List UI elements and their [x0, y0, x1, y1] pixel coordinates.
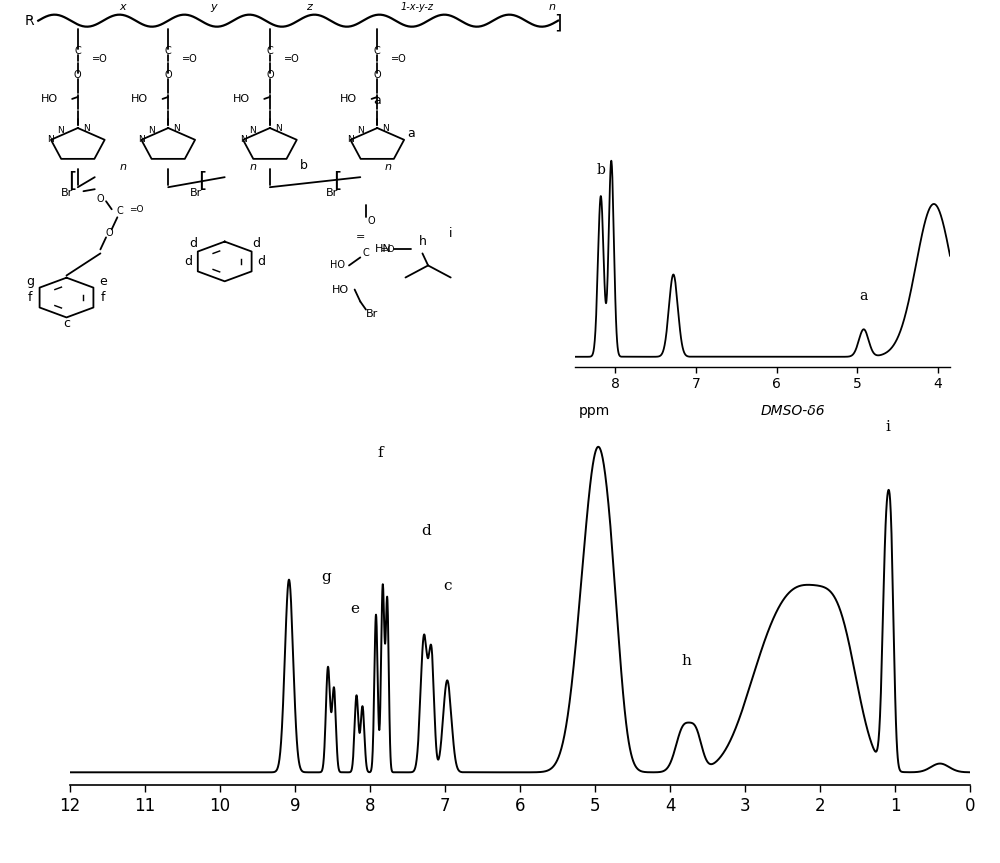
Text: N: N	[347, 135, 354, 143]
Text: O: O	[164, 70, 172, 80]
Text: N: N	[57, 125, 64, 135]
Text: z: z	[307, 2, 312, 11]
Text: N: N	[240, 135, 246, 143]
Text: O: O	[74, 70, 82, 80]
Text: C: C	[74, 46, 81, 56]
Text: C: C	[117, 206, 124, 217]
Text: c: c	[443, 579, 452, 593]
Text: O: O	[373, 70, 381, 80]
Text: ]: ]	[554, 13, 562, 32]
Text: =O: =O	[284, 54, 300, 64]
Text: d: d	[421, 524, 431, 538]
Text: f: f	[28, 291, 32, 304]
Text: HO: HO	[340, 94, 357, 104]
Text: i: i	[885, 419, 890, 434]
Text: =O: =O	[380, 245, 395, 254]
Text: O: O	[368, 217, 375, 226]
Text: O: O	[97, 194, 104, 205]
Text: =O: =O	[129, 205, 143, 214]
Text: Br: Br	[365, 309, 378, 318]
Text: [: [	[333, 171, 342, 192]
Text: f: f	[377, 446, 383, 460]
Text: N: N	[357, 125, 364, 135]
Text: N: N	[138, 135, 145, 143]
Text: d: d	[190, 236, 198, 250]
Text: 1-x-y-z: 1-x-y-z	[400, 2, 433, 11]
Text: N: N	[148, 125, 155, 135]
Text: Br: Br	[190, 188, 203, 198]
Text: HO: HO	[330, 261, 345, 270]
Text: a: a	[373, 94, 381, 107]
Text: N: N	[83, 123, 90, 133]
Text: d: d	[252, 236, 260, 250]
Text: d: d	[184, 255, 192, 268]
Text: h: h	[419, 235, 426, 248]
Text: N: N	[250, 125, 256, 135]
Text: =O: =O	[182, 54, 198, 64]
Text: e: e	[351, 602, 360, 616]
Text: b: b	[596, 163, 605, 177]
Text: b: b	[300, 159, 308, 172]
Text: =O: =O	[391, 54, 407, 64]
Text: d: d	[257, 255, 265, 268]
Text: HO: HO	[233, 94, 250, 104]
Text: O: O	[266, 70, 274, 80]
Text: n: n	[120, 162, 126, 172]
Text: ppm: ppm	[579, 404, 610, 419]
Text: Br: Br	[60, 188, 73, 198]
Text: =O: =O	[92, 54, 108, 64]
Text: C: C	[165, 46, 172, 56]
Text: n: n	[549, 2, 556, 11]
Text: g: g	[26, 275, 34, 288]
Text: c: c	[63, 317, 70, 331]
Text: x: x	[120, 2, 126, 11]
Text: N: N	[275, 123, 282, 133]
Text: C: C	[374, 46, 381, 56]
Text: n: n	[385, 162, 392, 172]
Text: R: R	[24, 14, 34, 28]
Text: O: O	[105, 229, 113, 238]
Text: g: g	[322, 570, 331, 583]
Text: N: N	[48, 135, 54, 143]
Text: HO: HO	[332, 285, 349, 294]
Text: [: [	[68, 171, 76, 192]
Text: C: C	[363, 249, 369, 258]
Text: y: y	[210, 2, 217, 11]
Text: n: n	[249, 162, 256, 172]
Text: i: i	[449, 227, 452, 240]
Text: N: N	[382, 123, 389, 133]
Text: h: h	[682, 654, 691, 668]
Text: HN: HN	[375, 244, 391, 255]
Text: Br: Br	[326, 188, 338, 198]
Text: C: C	[267, 46, 273, 56]
Text: =: =	[356, 232, 365, 243]
Text: e: e	[99, 275, 107, 288]
Text: a: a	[860, 289, 868, 303]
Text: [: [	[198, 171, 206, 192]
Text: DMSO-δ6: DMSO-δ6	[760, 404, 825, 419]
Text: f: f	[101, 291, 105, 304]
Text: HO: HO	[41, 94, 58, 104]
Text: HO: HO	[131, 94, 148, 104]
Text: a: a	[407, 127, 415, 140]
Text: N: N	[173, 123, 180, 133]
